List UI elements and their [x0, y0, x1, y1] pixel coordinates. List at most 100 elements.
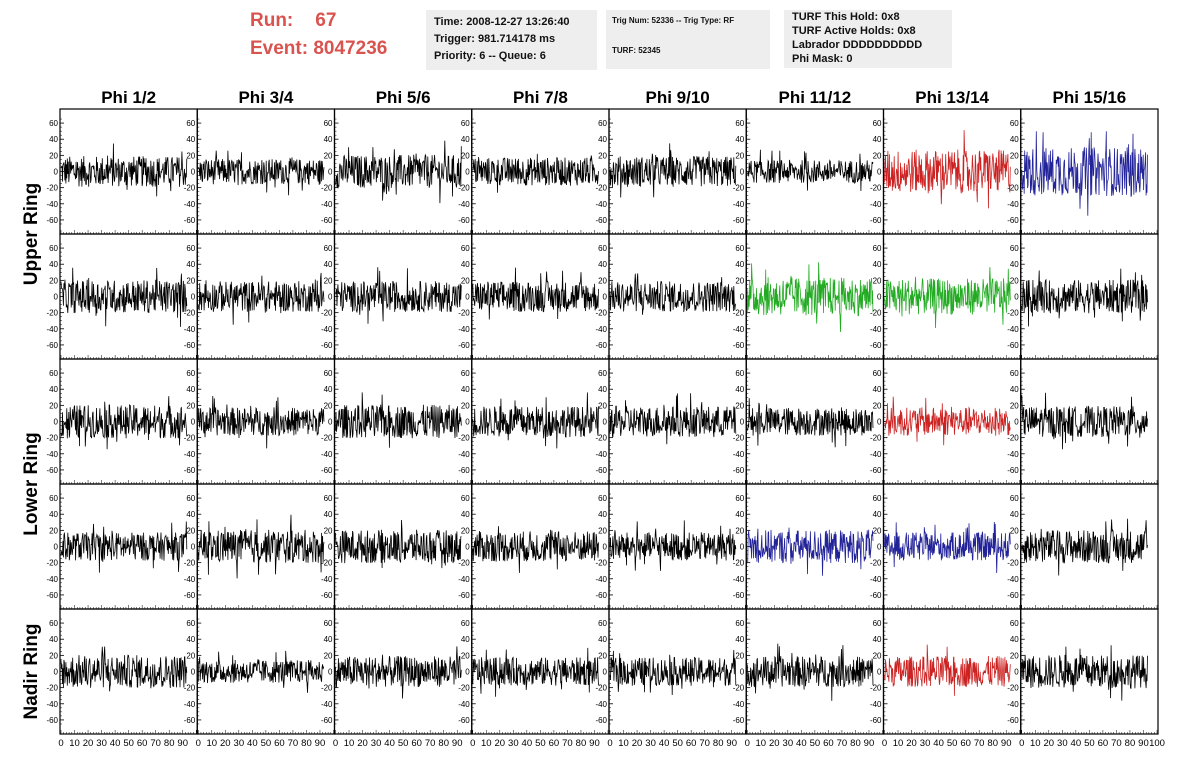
waveform-panel-r5-c4: -60 -40 -20 0 20 40 60 [458, 608, 610, 735]
x-tick-label: 50 [810, 738, 821, 749]
y-tick-label: 60 [873, 369, 882, 378]
y-tick-label: 0 [1014, 293, 1019, 302]
y-tick-label: 40 [49, 510, 58, 519]
y-tick-label: 60 [49, 494, 58, 503]
y-tick-label: 20 [735, 401, 744, 410]
run-value: 67 [315, 10, 337, 31]
y-tick-label: 0 [740, 168, 745, 177]
y-tick-label: 60 [49, 619, 58, 628]
y-tick-label: -20 [1007, 309, 1019, 318]
y-tick-label: -40 [870, 200, 882, 209]
y-tick-label: -20 [733, 184, 745, 193]
x-tick-label: 80 [164, 738, 175, 749]
y-tick-label: 0 [328, 543, 333, 552]
y-tick-label: 60 [461, 369, 470, 378]
y-tick-label: 20 [735, 651, 744, 660]
waveform-panel-r3-c6: -60 -40 -20 0 20 40 60 [733, 358, 885, 485]
trig-num-line: Trig Num: 52336 -- Trig Type: RF [612, 16, 735, 25]
y-tick-label: -20 [595, 559, 607, 568]
y-tick-label: -20 [1007, 434, 1019, 443]
x-tick-label: 10 [481, 738, 492, 749]
y-tick-label: 20 [461, 526, 470, 535]
waveform-trace [335, 646, 462, 699]
y-tick-label: -60 [458, 466, 470, 475]
turf-info-box: TURF This Hold: 0x8 TURF Active Holds: 0… [784, 10, 952, 68]
run-line: Run: 67 [250, 10, 336, 32]
x-tick-label: 0 [470, 738, 475, 749]
y-tick-label: 0 [191, 543, 196, 552]
y-tick-label: 40 [1010, 510, 1019, 519]
y-tick-label: 40 [1010, 385, 1019, 394]
y-tick-label: -20 [733, 684, 745, 693]
waveform-panel-r4-c8: -60 -40 -20 0 20 40 60 [1007, 483, 1159, 610]
x-tick-label: 20 [495, 738, 506, 749]
x-tick-label: 30 [508, 738, 519, 749]
panel-frame [333, 108, 473, 235]
x-tick-label: 40 [384, 738, 395, 749]
y-tick-label: 40 [735, 510, 744, 519]
y-tick-label: -40 [870, 325, 882, 334]
y-tick-label: 40 [461, 135, 470, 144]
y-tick-label: 60 [873, 619, 882, 628]
column-title-1: Phi 1/2 [101, 88, 156, 107]
y-tick-label: -60 [595, 466, 607, 475]
y-tick-label: -60 [1007, 466, 1019, 475]
y-tick-label: -20 [733, 434, 745, 443]
y-tick-label: -60 [595, 216, 607, 225]
y-tick-label: -60 [184, 216, 196, 225]
x-tick-label: 30 [920, 738, 931, 749]
waveform-panel-r5-c5: -60 -40 -20 0 20 40 60 [595, 608, 747, 735]
waveform-trace [60, 143, 188, 197]
y-tick-label: 60 [735, 244, 744, 253]
y-tick-label: -40 [458, 450, 470, 459]
y-tick-label: -40 [595, 450, 607, 459]
waveform-trace [197, 650, 325, 693]
y-tick-label: 40 [49, 135, 58, 144]
y-tick-label: -40 [733, 450, 745, 459]
waveform-panel-r5-c1: -60 -40 -20 0 20 40 60 [46, 608, 198, 735]
column-title-5: Phi 9/10 [645, 88, 709, 107]
waveform-panel-r1-c5: -60 -40 -20 0 20 40 60 [595, 108, 747, 235]
y-tick-label: 60 [1010, 119, 1019, 128]
y-tick-label: 40 [735, 385, 744, 394]
x-tick-label: 50 [947, 738, 958, 749]
y-tick-label: -20 [458, 309, 470, 318]
event-label: Event: [250, 38, 309, 59]
y-tick-label: -60 [321, 341, 333, 350]
y-tick-label: -20 [1007, 559, 1019, 568]
waveform-trace [609, 649, 737, 696]
y-tick-label: -20 [870, 184, 882, 193]
y-tick-label: 0 [54, 418, 59, 427]
y-tick-label: 60 [461, 494, 470, 503]
x-tick-label: 50 [535, 738, 546, 749]
y-tick-label: 20 [1010, 276, 1019, 285]
x-tick-label: 70 [425, 738, 436, 749]
y-tick-label: -20 [458, 684, 470, 693]
x-tick-label: 60 [274, 738, 285, 749]
y-tick-label: -60 [870, 716, 882, 725]
waveform-panel-r3-c2: -60 -40 -20 0 20 40 60 [184, 358, 336, 485]
y-tick-label: 60 [186, 119, 195, 128]
y-tick-label: 20 [598, 526, 607, 535]
y-tick-label: -20 [184, 684, 196, 693]
y-tick-label: -40 [184, 450, 196, 459]
x-tick-label: 20 [83, 738, 94, 749]
y-tick-label: 20 [186, 151, 195, 160]
y-tick-label: -60 [458, 591, 470, 600]
y-tick-label: 20 [1010, 526, 1019, 535]
y-tick-label: 20 [873, 151, 882, 160]
column-title-6: Phi 11/12 [778, 88, 851, 107]
y-tick-label: -40 [184, 200, 196, 209]
y-tick-label: 0 [877, 668, 882, 677]
y-tick-label: 0 [328, 168, 333, 177]
y-tick-label: 60 [461, 119, 470, 128]
x-tick-label: 70 [288, 738, 299, 749]
y-tick-label: -20 [595, 434, 607, 443]
y-tick-label: 60 [873, 494, 882, 503]
y-tick-label: -20 [46, 309, 58, 318]
waveform-trace [746, 262, 874, 333]
y-tick-label: -60 [458, 341, 470, 350]
waveform-trace [1021, 645, 1148, 701]
x-tick-label: 0 [58, 738, 63, 749]
labrador-line: Labrador DDDDDDDDDD [792, 39, 923, 51]
